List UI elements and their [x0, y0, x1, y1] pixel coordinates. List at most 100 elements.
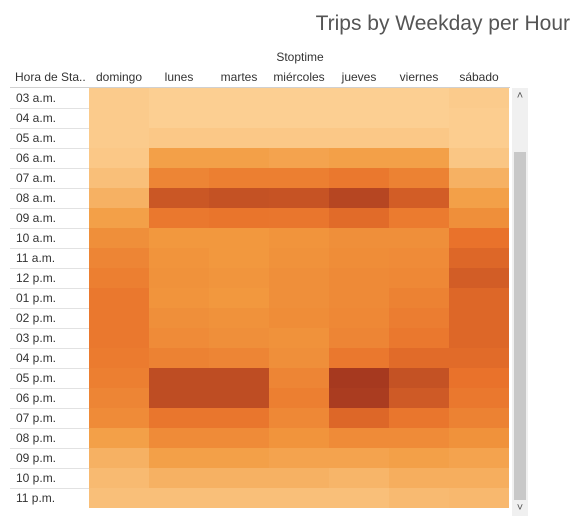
heatmap-cell[interactable]	[89, 488, 149, 508]
heatmap-cell[interactable]	[209, 168, 269, 188]
heatmap-cell[interactable]	[389, 228, 449, 248]
heatmap-cell[interactable]	[149, 328, 209, 348]
heatmap-cell[interactable]	[269, 88, 329, 108]
heatmap-cell[interactable]	[269, 488, 329, 508]
heatmap-cell[interactable]	[449, 108, 509, 128]
heatmap-cell[interactable]	[209, 248, 269, 268]
heatmap-cell[interactable]	[389, 448, 449, 468]
heatmap-cell[interactable]	[329, 328, 389, 348]
heatmap-cell[interactable]	[149, 428, 209, 448]
heatmap-cell[interactable]	[449, 208, 509, 228]
heatmap-cell[interactable]	[269, 428, 329, 448]
heatmap-cell[interactable]	[389, 388, 449, 408]
heatmap-cell[interactable]	[149, 408, 209, 428]
heatmap-cell[interactable]	[269, 128, 329, 148]
heatmap-cell[interactable]	[149, 168, 209, 188]
heatmap-cell[interactable]	[149, 308, 209, 328]
heatmap-cell[interactable]	[269, 248, 329, 268]
heatmap-cell[interactable]	[209, 268, 269, 288]
heatmap-cell[interactable]	[389, 368, 449, 388]
heatmap-cell[interactable]	[449, 488, 509, 508]
heatmap-cell[interactable]	[389, 108, 449, 128]
heatmap-cell[interactable]	[449, 228, 509, 248]
heatmap-cell[interactable]	[269, 388, 329, 408]
heatmap-cell[interactable]	[89, 208, 149, 228]
heatmap-cell[interactable]	[329, 488, 389, 508]
heatmap-cell[interactable]	[209, 208, 269, 228]
column-header[interactable]: miércoles	[273, 70, 325, 84]
heatmap-cell[interactable]	[209, 88, 269, 108]
heatmap-cell[interactable]	[449, 288, 509, 308]
heatmap-cell[interactable]	[149, 288, 209, 308]
heatmap-cell[interactable]	[329, 448, 389, 468]
heatmap-cell[interactable]	[269, 268, 329, 288]
heatmap-cell[interactable]	[329, 108, 389, 128]
heatmap-cell[interactable]	[389, 468, 449, 488]
heatmap-cell[interactable]	[209, 428, 269, 448]
heatmap-cell[interactable]	[329, 248, 389, 268]
heatmap-cell[interactable]	[449, 368, 509, 388]
heatmap-cell[interactable]	[269, 228, 329, 248]
heatmap-cell[interactable]	[89, 268, 149, 288]
heatmap-cell[interactable]	[149, 188, 209, 208]
heatmap-cell[interactable]	[209, 188, 269, 208]
heatmap-cell[interactable]	[449, 88, 509, 108]
heatmap-cell[interactable]	[209, 388, 269, 408]
heatmap-cell[interactable]	[89, 228, 149, 248]
heatmap-cell[interactable]	[329, 208, 389, 228]
heatmap-cell[interactable]	[389, 308, 449, 328]
heatmap-cell[interactable]	[449, 248, 509, 268]
column-header[interactable]: jueves	[341, 70, 377, 84]
heatmap-cell[interactable]	[149, 88, 209, 108]
heatmap-cell[interactable]	[89, 428, 149, 448]
scrollbar-thumb[interactable]	[514, 152, 526, 508]
heatmap-cell[interactable]	[89, 328, 149, 348]
heatmap-cell[interactable]	[209, 368, 269, 388]
heatmap-cell[interactable]	[149, 268, 209, 288]
heatmap-cell[interactable]	[149, 388, 209, 408]
heatmap-cell[interactable]	[389, 88, 449, 108]
heatmap-cell[interactable]	[449, 188, 509, 208]
heatmap-cell[interactable]	[149, 368, 209, 388]
heatmap-cell[interactable]	[269, 148, 329, 168]
heatmap-cell[interactable]	[209, 148, 269, 168]
heatmap-cell[interactable]	[209, 328, 269, 348]
heatmap-cell[interactable]	[329, 348, 389, 368]
heatmap-cell[interactable]	[89, 128, 149, 148]
scroll-down-icon[interactable]: ˅	[512, 500, 528, 516]
heatmap-cell[interactable]	[329, 148, 389, 168]
heatmap-cell[interactable]	[269, 168, 329, 188]
heatmap-cell[interactable]	[149, 488, 209, 508]
heatmap-cell[interactable]	[209, 128, 269, 148]
heatmap-cell[interactable]	[329, 408, 389, 428]
scroll-up-icon[interactable]: ˄	[512, 88, 528, 104]
heatmap-cell[interactable]	[269, 468, 329, 488]
heatmap-cell[interactable]	[329, 428, 389, 448]
heatmap-cell[interactable]	[89, 288, 149, 308]
heatmap-cell[interactable]	[389, 148, 449, 168]
heatmap-cell[interactable]	[269, 108, 329, 128]
vertical-scrollbar[interactable]: ˄ ˅	[512, 88, 528, 516]
heatmap-cell[interactable]	[269, 328, 329, 348]
heatmap-cell[interactable]	[149, 248, 209, 268]
heatmap-cell[interactable]	[449, 308, 509, 328]
heatmap-cell[interactable]	[389, 168, 449, 188]
heatmap-cell[interactable]	[449, 128, 509, 148]
heatmap-cell[interactable]	[209, 348, 269, 368]
heatmap-cell[interactable]	[149, 228, 209, 248]
heatmap-cell[interactable]	[449, 448, 509, 468]
column-header[interactable]: viernes	[399, 70, 439, 84]
heatmap-cell[interactable]	[89, 148, 149, 168]
column-header[interactable]: sábado	[459, 70, 499, 84]
heatmap-cell[interactable]	[89, 368, 149, 388]
heatmap-cell[interactable]	[389, 328, 449, 348]
heatmap-cell[interactable]	[329, 388, 389, 408]
heatmap-cell[interactable]	[329, 268, 389, 288]
heatmap-cell[interactable]	[449, 328, 509, 348]
heatmap-cell[interactable]	[89, 348, 149, 368]
heatmap-cell[interactable]	[269, 288, 329, 308]
heatmap-cell[interactable]	[449, 468, 509, 488]
heatmap-cell[interactable]	[149, 468, 209, 488]
heatmap-cell[interactable]	[89, 248, 149, 268]
heatmap-cell[interactable]	[89, 168, 149, 188]
